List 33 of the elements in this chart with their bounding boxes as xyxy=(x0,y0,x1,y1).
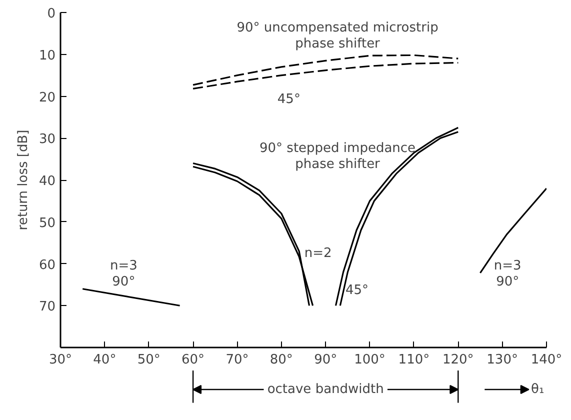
line-series xyxy=(479,188,546,274)
y-tick-label: 50 xyxy=(38,216,56,231)
x-tick-label: 30° xyxy=(48,352,72,368)
annotation: n=3 90° xyxy=(494,258,522,290)
y-tick-label: 20 xyxy=(38,90,56,106)
annotation: 45° xyxy=(277,92,300,108)
x-tick-label: 50° xyxy=(137,352,160,368)
y-tick-label: 70 xyxy=(38,300,56,315)
annotation: n=2 xyxy=(304,246,332,262)
x-tick-label: 130° xyxy=(486,352,518,368)
x-tick-label: 90° xyxy=(314,352,338,368)
x-tick-label: 40° xyxy=(93,352,116,368)
y-tick-label: 40 xyxy=(38,174,56,189)
x-tick-label: 80° xyxy=(270,352,293,368)
annotation: 90° uncompensated microstrip phase shifter xyxy=(236,20,438,52)
line-series xyxy=(192,54,459,86)
y-tick-label: 60 xyxy=(38,258,56,273)
y-tick-label: 10 xyxy=(38,48,56,64)
annotation: n=3 90° xyxy=(110,258,138,290)
x-tick-label: 110° xyxy=(398,352,430,368)
annotation: 45° xyxy=(345,283,368,298)
line-series xyxy=(192,62,459,90)
x-tick-label: 120° xyxy=(442,352,474,368)
text: octave bandwidth xyxy=(267,382,384,397)
annotation: 90° stepped impedance phase shifter xyxy=(259,141,416,172)
y-tick-label: 0 xyxy=(47,6,56,22)
y-tick-label: 30 xyxy=(38,132,56,148)
x-tick-label: 140° xyxy=(530,352,562,368)
x-tick-label: 100° xyxy=(354,352,386,368)
y-axis-title: return loss [dB] xyxy=(16,130,31,230)
x-tick-label: 60° xyxy=(182,352,205,368)
x-axis-title: θ₁ xyxy=(531,382,544,397)
x-tick-label: 70° xyxy=(226,352,249,368)
